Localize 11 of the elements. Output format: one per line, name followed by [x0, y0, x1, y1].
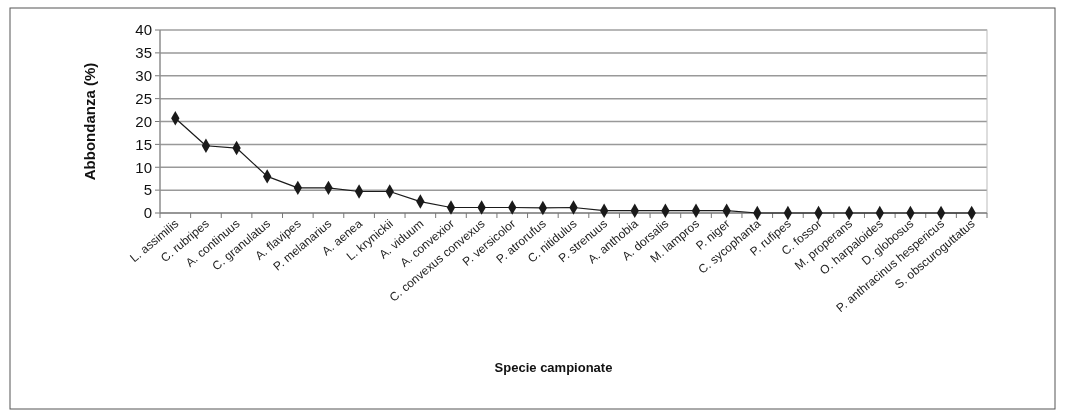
- y-tick-label: 15: [135, 135, 152, 153]
- y-tick-label: 30: [135, 67, 152, 84]
- y-tick-label: 10: [135, 158, 152, 176]
- y-tick-label: 35: [135, 44, 152, 62]
- x-axis-title: Specie campionate: [494, 360, 613, 375]
- y-tick-label: 0: [143, 204, 152, 222]
- y-tick-label: 40: [135, 21, 152, 39]
- y-axis-title: Abbondanza (%): [81, 62, 98, 181]
- y-tick-label: 25: [135, 89, 152, 107]
- y-tick-label: 5: [143, 181, 152, 199]
- y-tick-label: 20: [135, 112, 152, 130]
